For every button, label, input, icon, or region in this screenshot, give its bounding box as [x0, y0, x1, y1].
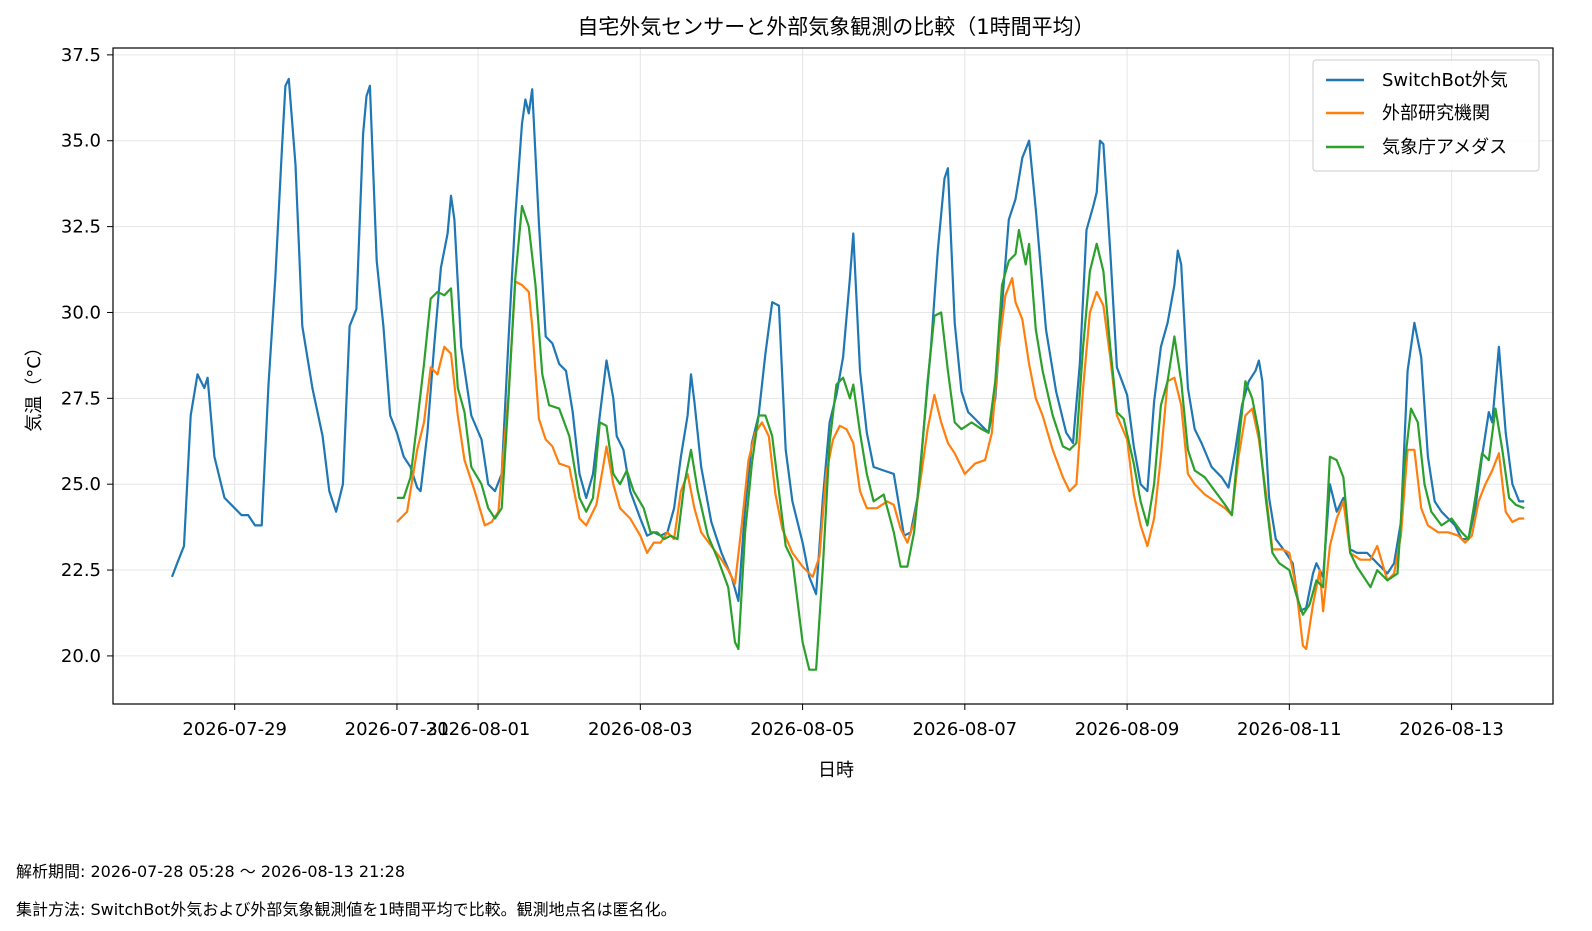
series-line-amedas — [396, 204, 1525, 671]
x-axis-label: 日時 — [818, 760, 854, 781]
legend: SwitchBot外気 外部研究機関 気象庁アメダス — [1312, 59, 1540, 172]
y-tick-label: 25.0 — [61, 474, 101, 495]
y-tick-label: 22.5 — [61, 560, 101, 581]
legend-label-amedas: 気象庁アメダス — [1382, 137, 1507, 158]
legend-box — [1312, 59, 1540, 172]
y-tick-label: 27.5 — [61, 388, 101, 409]
y-axis-label: 気温（°C） — [24, 338, 45, 432]
y-tick-label: 35.0 — [61, 131, 101, 152]
series-layer — [170, 77, 1525, 671]
x-tick-label: 2026-08-13 — [1399, 719, 1504, 740]
y-axis-ticks: 20.0 22.5 25.0 27.5 30.0 32.5 35.0 37.5 — [61, 45, 113, 667]
analysis-period-note: 解析期間: 2026-07-28 05:28 〜 2026-08-13 21:2… — [16, 862, 406, 881]
y-tick-label: 37.5 — [61, 45, 101, 66]
x-tick-label: 2026-08-03 — [588, 719, 693, 740]
y-tick-label: 32.5 — [61, 217, 101, 238]
x-tick-label: 2026-08-11 — [1237, 719, 1342, 740]
x-tick-label: 2026-08-09 — [1075, 719, 1180, 740]
x-tick-label: 2026-08-01 — [426, 719, 531, 740]
aggregation-method-note: 集計方法: SwitchBot外気および外部気象観測値を1時間平均で比較。観測地… — [16, 900, 677, 919]
chart-title: 自宅外気センサーと外部気象観測の比較（1時間平均） — [577, 15, 1094, 39]
x-tick-label: 2026-08-05 — [750, 719, 855, 740]
x-tick-label: 2026-07-29 — [182, 719, 287, 740]
plot-area-frame — [112, 47, 1554, 705]
x-tick-label: 2026-07-31 — [345, 719, 450, 740]
y-tick-label: 30.0 — [61, 302, 101, 323]
x-tick-label: 2026-08-07 — [913, 719, 1018, 740]
series-line-external — [396, 277, 1525, 651]
legend-label-switchbot: SwitchBot外気 — [1382, 70, 1508, 91]
legend-label-external: 外部研究機関 — [1382, 103, 1490, 124]
y-tick-label: 20.0 — [61, 646, 101, 667]
grid-lines — [113, 48, 1553, 704]
